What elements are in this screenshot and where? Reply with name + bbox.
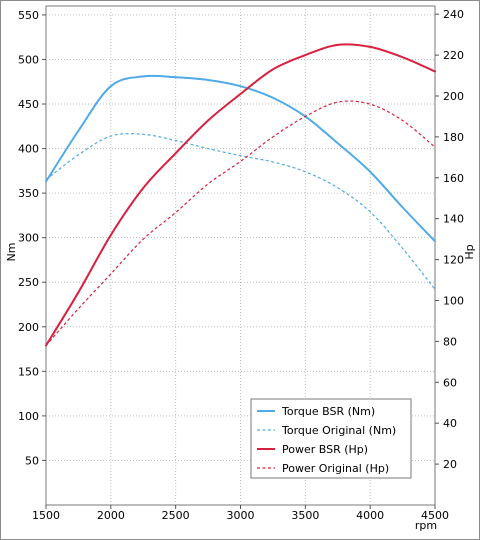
legend-item-power-original: Power Original (Hp) bbox=[257, 462, 389, 475]
y-right-tick-label: 80 bbox=[443, 335, 457, 348]
series-line-torque-bsr bbox=[45, 74, 436, 243]
y-right-tick-label: 140 bbox=[443, 213, 464, 226]
legend-item-torque-bsr: Torque BSR (Nm) bbox=[257, 405, 375, 418]
x-tick-label: 2000 bbox=[97, 509, 125, 522]
x-tick-label: 1500 bbox=[32, 509, 60, 522]
y-left-tick-label: 150 bbox=[18, 365, 39, 378]
y-left-tick-label: 250 bbox=[18, 276, 39, 289]
legend-label: Power BSR (Hp) bbox=[282, 443, 368, 456]
y-right-tick-label: 160 bbox=[443, 172, 464, 185]
x-tick-label: 3500 bbox=[291, 509, 319, 522]
y-right-tick-label: 180 bbox=[443, 131, 464, 144]
legend-item-torque-original: Torque Original (Nm) bbox=[257, 424, 396, 437]
series-layer bbox=[45, 43, 436, 347]
axis-ticks: 1500 2000 2500 3000 3500 4000 4500 50 100 150 200 2… bbox=[18, 8, 464, 522]
y-right-tick-label: 40 bbox=[443, 417, 457, 430]
y-right-tick-label: 240 bbox=[443, 8, 464, 21]
y-left-tick-label: 200 bbox=[18, 321, 39, 334]
y-left-tick-label: 450 bbox=[18, 98, 39, 111]
x-tick-label: 2500 bbox=[162, 509, 190, 522]
y-axis-right-label: Hp bbox=[463, 244, 476, 259]
y-left-tick-label: 100 bbox=[18, 410, 39, 423]
y-left-tick-label: 350 bbox=[18, 187, 39, 200]
y-left-tick-label: 300 bbox=[18, 232, 39, 245]
x-tick-label: 3000 bbox=[227, 509, 255, 522]
legend: Torque BSR (Nm) Torque Original (Nm) Pow… bbox=[250, 398, 412, 479]
legend-label: Power Original (Hp) bbox=[282, 462, 389, 475]
legend-label: Torque Original (Nm) bbox=[281, 424, 396, 437]
grid-lines bbox=[46, 6, 435, 505]
y-right-tick-label: 220 bbox=[443, 49, 464, 62]
legend-item-power-bsr: Power BSR (Hp) bbox=[257, 443, 368, 456]
y-right-tick-label: 200 bbox=[443, 90, 464, 103]
x-tick-label: 4500 bbox=[421, 509, 449, 522]
legend-label: Torque BSR (Nm) bbox=[281, 405, 375, 418]
series-line-torque-original bbox=[45, 133, 436, 290]
x-tick-label: 4000 bbox=[356, 509, 384, 522]
y-axis-left-label: Nm bbox=[5, 243, 18, 262]
y-left-tick-label: 550 bbox=[18, 9, 39, 22]
series-line-power-bsr bbox=[45, 43, 436, 347]
y-right-tick-label: 20 bbox=[443, 458, 457, 471]
y-left-tick-label: 400 bbox=[18, 143, 39, 156]
y-right-tick-label: 120 bbox=[443, 254, 464, 267]
y-right-tick-label: 60 bbox=[443, 376, 457, 389]
y-left-tick-label: 50 bbox=[25, 454, 39, 467]
y-right-tick-label: 100 bbox=[443, 294, 464, 307]
legend-box bbox=[250, 398, 412, 479]
y-left-tick-label: 500 bbox=[18, 53, 39, 66]
x-axis-label: rpm bbox=[415, 519, 437, 532]
